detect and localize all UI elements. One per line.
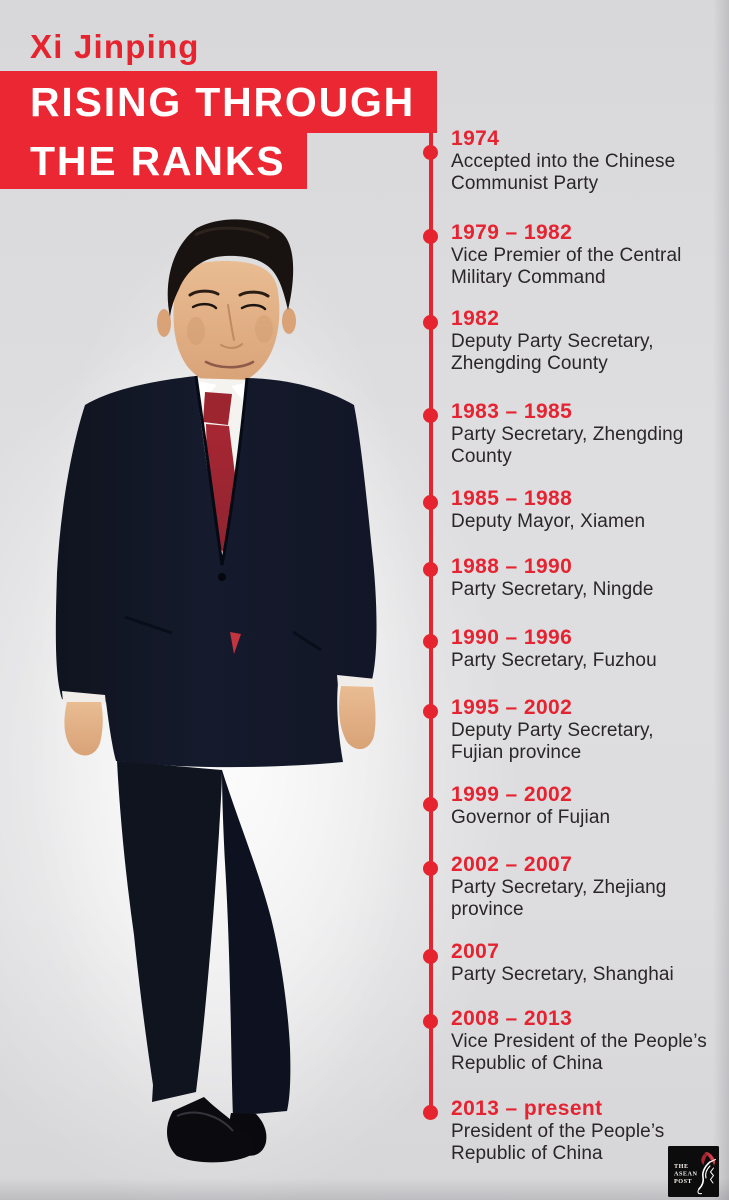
banner-text-1: RISING THROUGH — [30, 78, 416, 125]
timeline-entry: 2013 – present President of the People’s… — [451, 1097, 709, 1165]
entry-description: Governor of Fujian — [451, 807, 611, 828]
timeline-dot — [423, 704, 438, 719]
suit-jacket — [55, 376, 377, 768]
pocket-flaps — [124, 615, 322, 652]
title-banner-line1: RISING THROUGH — [0, 71, 437, 133]
timeline-line — [429, 132, 433, 1115]
timeline-dot — [423, 1014, 438, 1029]
hair-highlight — [194, 226, 270, 240]
entry-description: President of the People’s Republic of Ch… — [451, 1121, 665, 1164]
entry-description: Party Secretary, Ningde — [451, 579, 654, 600]
timeline-entry: 1979 – 1982 Vice Premier of the Central … — [451, 221, 709, 289]
entry-years: 1985 – 1988 — [451, 487, 573, 510]
timeline-dot — [423, 145, 438, 160]
timeline-entry: 1974 Accepted into the Chinese Communist… — [451, 127, 709, 195]
right-hand — [339, 686, 376, 750]
entry-years: 2002 – 2007 — [451, 853, 573, 876]
timeline-entry: 2008 – 2013 Vice President of the People… — [451, 1007, 709, 1075]
timeline-dot — [423, 495, 438, 510]
entry-description: Party Secretary, Zhejiang province — [451, 877, 667, 920]
shoe-highlight — [176, 1111, 234, 1132]
xi-jinping-photo — [25, 218, 425, 1168]
entry-description: Deputy Party Secretary, Fujian province — [451, 720, 654, 763]
timeline-entry: 1990 – 1996 Party Secretary, Fuzhou — [451, 626, 709, 672]
timeline-dot — [423, 562, 438, 577]
cheek-shading-right — [255, 315, 273, 343]
nose — [220, 304, 243, 349]
entry-years: 1999 – 2002 — [451, 783, 573, 806]
left-eye — [191, 302, 218, 310]
timeline-entry: 1982 Deputy Party Secretary, Zhengding C… — [451, 307, 709, 375]
timeline-entry: 1999 – 2002 Governor of Fujian — [451, 783, 709, 829]
page-title: Xi Jinping — [30, 28, 200, 65]
front-leg — [117, 761, 222, 1102]
entry-description: Vice Premier of the Central Military Com… — [451, 245, 682, 288]
back-leg — [222, 770, 291, 1116]
entry-years: 1974 — [451, 127, 500, 150]
logo-text-asean: ASEAN — [674, 1171, 698, 1178]
timeline-entry: 2002 – 2007 Party Secretary, Zhejiang pr… — [451, 853, 709, 921]
timeline-dot — [423, 229, 438, 244]
entry-years: 1983 – 1985 — [451, 400, 573, 423]
entry-years: 2013 – present — [451, 1097, 603, 1120]
tie-knot — [203, 392, 232, 425]
entry-description: Party Secretary, Zhengding County — [451, 424, 684, 467]
mouth — [204, 360, 255, 369]
timeline-entry: 2007 Party Secretary, Shanghai — [451, 940, 709, 986]
entry-description: Accepted into the Chinese Communist Part… — [451, 151, 676, 194]
logo-text-post: POST — [674, 1178, 693, 1185]
entry-years: 1982 — [451, 307, 500, 330]
entry-years: 1995 – 2002 — [451, 696, 573, 719]
timeline-entry: 1988 – 1990 Party Secretary, Ningde — [451, 555, 709, 601]
timeline-entry: 1983 – 1985 Party Secretary, Zhengding C… — [451, 400, 709, 468]
logo-text-the: THE — [674, 1163, 689, 1170]
entry-years: 1990 – 1996 — [451, 626, 573, 649]
title-banner-line2: THE RANKS — [0, 133, 307, 189]
hair — [167, 219, 294, 317]
entry-years: 2008 – 2013 — [451, 1007, 573, 1030]
entry-years: 1979 – 1982 — [451, 221, 573, 244]
shirt-collar — [189, 379, 255, 407]
tie-tip — [230, 632, 241, 654]
right-ear — [282, 308, 296, 334]
timeline-entry: 1985 – 1988 Deputy Mayor, Xiamen — [451, 487, 709, 533]
left-hand — [64, 702, 103, 756]
banner-text-2: THE RANKS — [30, 137, 286, 184]
entry-description: Vice President of the People’s Republic … — [451, 1031, 707, 1074]
timeline-dot — [423, 797, 438, 812]
right-eyebrow — [238, 290, 270, 298]
timeline-dot — [423, 315, 438, 330]
entry-description: Party Secretary, Fuzhou — [451, 650, 657, 671]
left-cuff — [62, 691, 106, 705]
jacket-button — [218, 573, 226, 581]
timeline-dot — [423, 634, 438, 649]
logo-background — [668, 1146, 719, 1197]
lapel-lines — [194, 375, 249, 566]
asean-post-logo: THE ASEAN POST — [668, 1146, 719, 1197]
entry-years: 1988 – 1990 — [451, 555, 573, 578]
timeline-entry: 1995 – 2002 Deputy Party Secretary, Fuji… — [451, 696, 709, 764]
left-eyebrow — [188, 289, 220, 297]
entry-description: Party Secretary, Shanghai — [451, 964, 674, 985]
timeline-dot — [423, 408, 438, 423]
entry-years: 2007 — [451, 940, 500, 963]
timeline-dot — [423, 949, 438, 964]
cheek-shading-left — [187, 317, 205, 345]
timeline-dot — [423, 1105, 438, 1120]
left-ear — [157, 309, 171, 337]
timeline-dot — [423, 861, 438, 876]
right-eye — [240, 303, 267, 311]
entry-description: Deputy Party Secretary, Zhengding County — [451, 331, 654, 374]
hornbill-bird-icon — [697, 1152, 716, 1195]
entry-description: Deputy Mayor, Xiamen — [451, 511, 646, 532]
